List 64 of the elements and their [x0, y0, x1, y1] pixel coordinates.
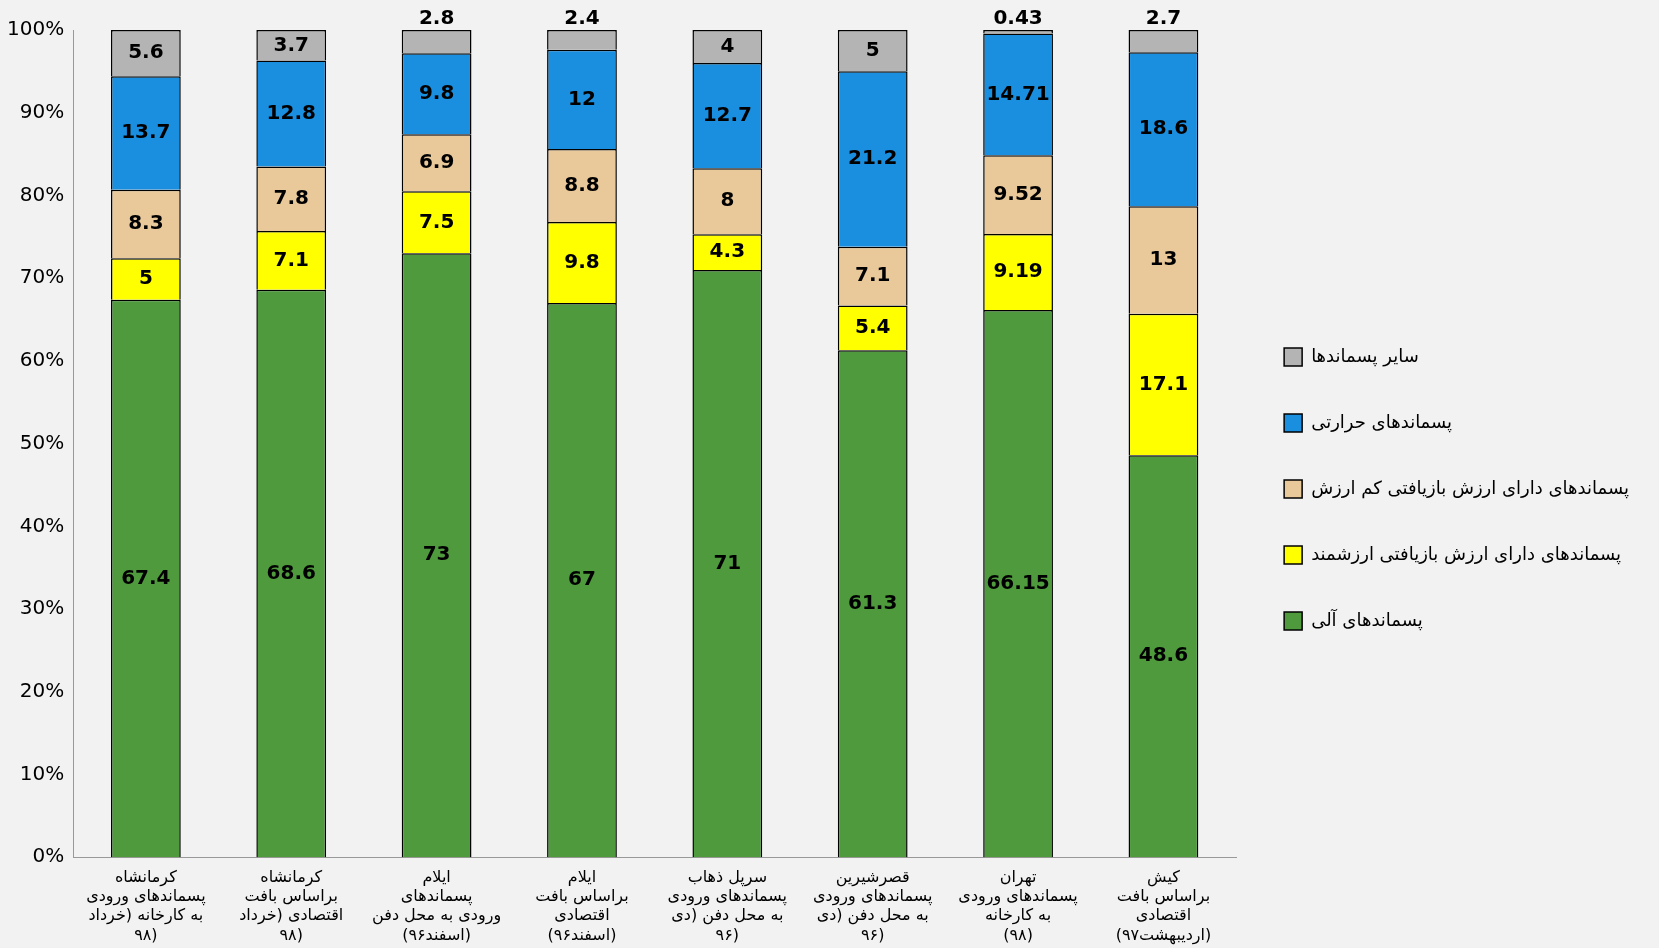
data-label: 68.6	[266, 559, 316, 584]
data-label: 13	[1149, 246, 1178, 271]
data-label: 14.71	[986, 80, 1050, 105]
x-tick-label: کرمانشاه پسماندهای ورودی به کارخانه (خرداد ۹۸)	[86, 866, 206, 944]
y-tick-label: 20%	[19, 677, 65, 702]
data-label: 5.6	[128, 39, 164, 64]
data-label: 3.7	[273, 31, 309, 56]
data-label: 2.8	[418, 5, 455, 30]
y-tick-label: 30%	[19, 595, 65, 620]
data-label: 5	[865, 36, 880, 61]
legend-label: پسماندهای دارای ارزش بازیافتی ارزشمند	[1311, 542, 1622, 565]
data-label: 8.3	[128, 210, 164, 235]
data-label: 7.5	[418, 208, 455, 233]
data-label: 12	[568, 85, 596, 110]
data-label: 2.4	[564, 5, 600, 30]
y-tick-label: 50%	[19, 429, 65, 454]
y-tick-label: 80%	[19, 181, 65, 206]
data-label: 9.8	[564, 248, 600, 273]
data-label: 48.6	[1138, 642, 1189, 667]
y-tick-label: 0%	[32, 843, 65, 868]
legend-label: پسماندهای آلی	[1311, 607, 1423, 631]
data-label: 5	[138, 265, 153, 290]
data-label: 9.8	[418, 79, 455, 104]
data-label: 5.4	[854, 314, 891, 338]
y-tick-label: 70%	[19, 264, 65, 289]
data-label: 13.7	[121, 119, 171, 144]
data-label: 7.1	[854, 262, 891, 287]
legend-label: پسماندهای دارای ارزش بازیافتی کم ارزش	[1311, 476, 1629, 499]
data-label: 12.8	[266, 99, 316, 124]
legend-label: سایر پسماندها	[1311, 344, 1419, 367]
y-tick-label: 40%	[19, 512, 65, 537]
data-label: 21.2	[848, 145, 898, 170]
data-label: 8.8	[564, 171, 600, 196]
data-label: 7.8	[273, 184, 309, 209]
data-label: 4	[720, 32, 735, 57]
y-tick-label: 10%	[19, 760, 65, 785]
y-tick-label: 90%	[19, 98, 65, 123]
data-label: 12.7	[702, 101, 753, 126]
data-label: 71	[713, 549, 742, 574]
x-tick-label: کرمانشاه براساس بافت اقتصادی (خرداد ۹۸)	[239, 866, 344, 944]
x-tick-label: سرپل ذهاب پسماندهای ورودی به محل دفن (دی ۹۶)	[667, 866, 788, 944]
data-label: 2.7	[1145, 5, 1182, 30]
data-label: 67.4	[121, 564, 171, 589]
data-label: 18.6	[1138, 115, 1189, 140]
legend-label: پسماندهای حرارتی	[1311, 410, 1453, 433]
y-tick-label: 100%	[6, 16, 65, 41]
data-label: 66.15	[986, 569, 1050, 594]
x-tick-label: قصرشیرین پسماندهای ورودی به محل دفن (دی ۹۶)	[812, 866, 933, 944]
data-label: 9.52	[993, 180, 1043, 205]
x-tick-label: تهران پسماندهای ورودی به کارخانه (۹۸)	[958, 866, 1078, 944]
x-tick-label: ایلام پسماندهای ورودی به محل دفن (اسفند۹۶)	[372, 866, 502, 944]
data-label: 9.19	[993, 258, 1043, 283]
data-label: 67	[568, 566, 596, 591]
data-label: 6.9	[418, 148, 455, 173]
data-label: 8	[720, 187, 735, 212]
data-label: 61.3	[848, 589, 898, 614]
data-label: 73	[422, 541, 451, 566]
x-tick-label: کیش براساس بافت اقتصادی (اردیبهشت۹۷)	[1115, 866, 1212, 945]
data-label: 4.3	[709, 238, 746, 263]
data-label: 0.43	[993, 5, 1043, 30]
x-tick-label: ایلام براساس بافت اقتصادی (اسفند۹۶)	[535, 866, 629, 944]
data-label: 17.1	[1138, 370, 1189, 395]
y-tick-label: 60%	[19, 347, 65, 372]
data-label: 7.1	[273, 246, 309, 271]
